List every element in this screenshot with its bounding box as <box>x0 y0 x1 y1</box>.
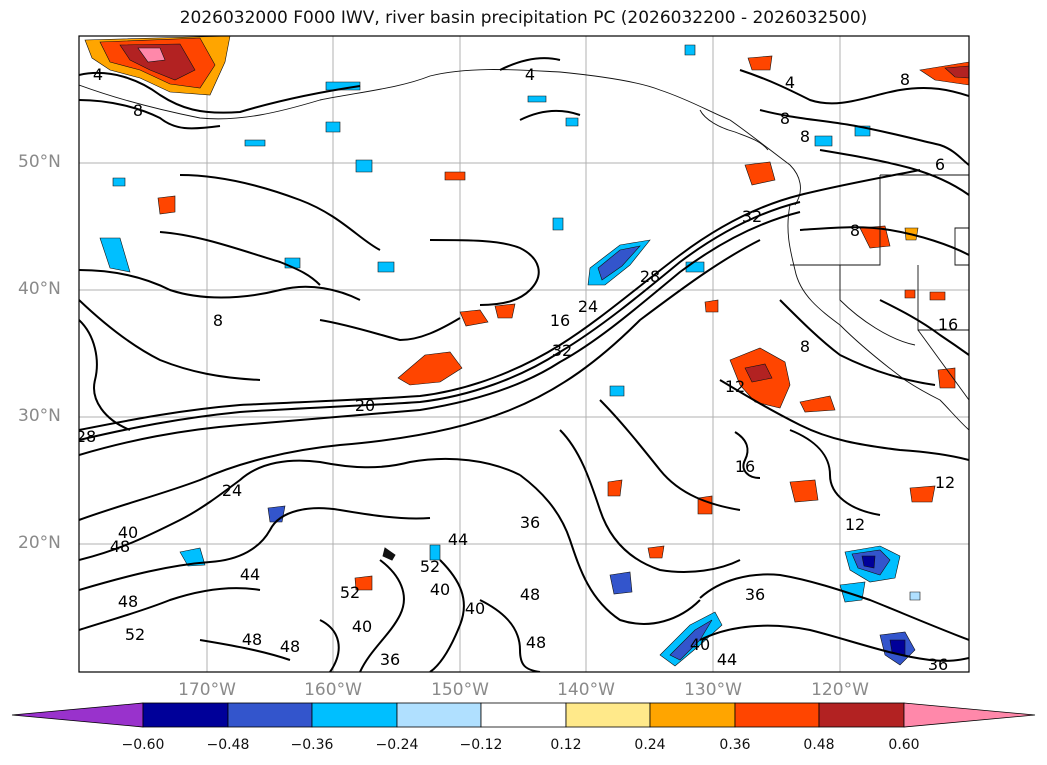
lat-label: 40°N <box>18 279 61 299</box>
contour-label: 52 <box>340 583 360 602</box>
colorbar-extend-low <box>11 702 144 728</box>
colorbar-segment <box>649 702 736 728</box>
contour-label: 52 <box>420 557 440 576</box>
gridlines <box>79 36 969 672</box>
contour-label: 44 <box>717 650 737 669</box>
contour-label: 36 <box>380 650 400 669</box>
contour-label: 44 <box>448 530 468 549</box>
colorbar-segment <box>142 702 229 728</box>
contour-label: 36 <box>745 585 765 604</box>
contour-label: 48 <box>526 633 546 652</box>
precip-positive <box>84 36 969 591</box>
colorbar-segment <box>227 702 313 728</box>
contour-label: 8 <box>850 221 860 240</box>
contour-label: 36 <box>520 513 540 532</box>
colorbar-tick: 0.12 <box>550 737 582 753</box>
colorbar-tick: −0.48 <box>206 737 250 753</box>
contour-label: 16 <box>550 311 570 330</box>
colorbar-segment <box>818 702 905 728</box>
contour-labels: 4 8 8 4 8 4 8 6 8 32 12 28 24 16 32 20 1… <box>76 65 958 674</box>
contour-label: 12 <box>935 473 955 492</box>
contour-label: 12 <box>725 377 745 396</box>
colorbar-segment <box>396 702 482 728</box>
contour-label: 4 <box>785 73 795 92</box>
colorbar-tick: 0.48 <box>803 737 835 753</box>
contour-label: 40 <box>465 599 485 618</box>
lon-label: 170°W <box>178 680 236 700</box>
contour-label: 8 <box>800 337 810 356</box>
contour-label: 40 <box>352 617 372 636</box>
colorbar-extend-high <box>903 702 1036 728</box>
contour-label: 32 <box>552 341 572 360</box>
colorbar-tick: 0.36 <box>719 737 751 753</box>
plot-title: 2026032000 F000 IWV, river basin precipi… <box>179 8 868 28</box>
colorbar <box>11 702 1036 728</box>
colorbar-segment <box>311 702 398 728</box>
colorbar-tick: 0.24 <box>634 737 666 753</box>
iwv-contours <box>79 57 969 672</box>
contour-label: 48 <box>110 537 130 556</box>
colorbar-segment <box>734 702 820 728</box>
contour-label: 24 <box>578 297 598 316</box>
lon-label: 120°W <box>811 680 869 700</box>
contour-label: 36 <box>928 655 948 674</box>
lon-label: 140°W <box>557 680 615 700</box>
contour-label: 48 <box>242 630 262 649</box>
lat-label: 30°N <box>18 406 61 426</box>
coastlines <box>79 69 969 561</box>
contour-label: 48 <box>118 592 138 611</box>
map-frame <box>78 35 970 673</box>
contour-label: 16 <box>735 457 755 476</box>
contour-label: 40 <box>430 580 450 599</box>
contour-label: 4 <box>93 65 103 84</box>
lat-label: 20°N <box>18 533 61 553</box>
contour-label: 12 <box>845 515 865 534</box>
colorbar-segment <box>480 702 567 728</box>
map-area <box>79 36 969 672</box>
lon-label: 160°W <box>304 680 362 700</box>
precip-negative <box>99 44 921 667</box>
colorbar-segment <box>565 702 651 728</box>
colorbar-tick: −0.36 <box>290 737 334 753</box>
contour-label: 8 <box>133 101 143 120</box>
contour-label: 48 <box>280 637 300 656</box>
contour-label: 48 <box>520 585 540 604</box>
contour-label: 16 <box>938 315 958 334</box>
lat-label: 50°N <box>18 152 61 172</box>
contour-label: 8 <box>900 70 910 89</box>
contour-label: 52 <box>125 625 145 644</box>
contour-label: 6 <box>935 155 945 174</box>
contour-label: 20 <box>355 396 375 415</box>
colorbar-tick: −0.12 <box>459 737 503 753</box>
colorbar-tick: −0.24 <box>375 737 419 753</box>
contour-label: 32 <box>742 207 762 226</box>
contour-label: 28 <box>76 427 96 446</box>
contour-label: 44 <box>240 565 260 584</box>
contour-label: 8 <box>780 109 790 128</box>
lon-label: 130°W <box>684 680 742 700</box>
contour-label: 8 <box>213 311 223 330</box>
contour-label: 24 <box>222 481 242 500</box>
lon-label: 150°W <box>431 680 489 700</box>
contour-label: 40 <box>690 635 710 654</box>
colorbar-tick: −0.60 <box>121 737 165 753</box>
contour-label: 28 <box>640 267 660 286</box>
contour-label: 40 <box>118 523 138 542</box>
colorbar-tick: 0.60 <box>888 737 920 753</box>
contour-label: 4 <box>525 65 535 84</box>
contour-label: 8 <box>800 127 810 146</box>
